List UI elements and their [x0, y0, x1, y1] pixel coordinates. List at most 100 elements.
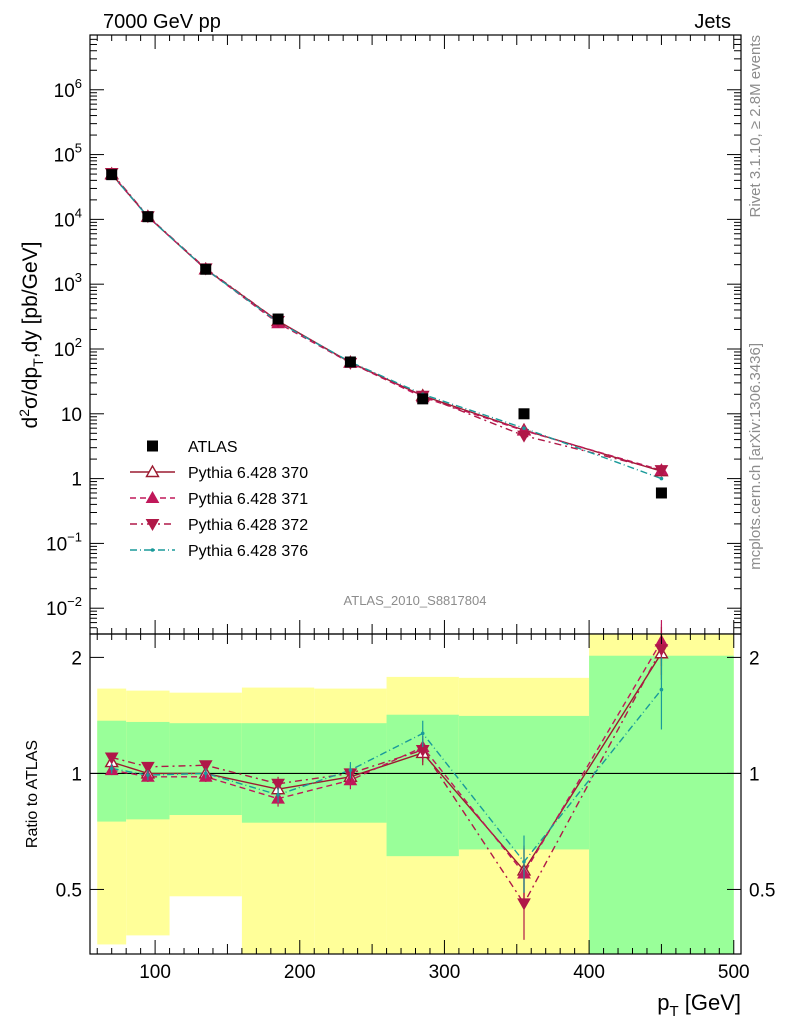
- ratio-panel: 0.5 0.5 1 1 2 2 100 200 300 400 500 Ratio to ATLAS…: [24, 620, 775, 1020]
- main-series-4-point: [659, 476, 664, 481]
- y-tick-exponent: 4: [75, 205, 82, 220]
- mcplots-label: mcplots.cern.ch [arXiv:1306.3436]: [747, 343, 764, 570]
- ylabel-sub: T: [30, 358, 46, 367]
- legend: ATLAS Pythia 6.428 370 Pythia 6.428 371 Pyt…: [130, 439, 308, 560]
- ratio-series-4-point: [659, 687, 664, 692]
- y-tick-base: 10: [61, 405, 82, 426]
- y-tick-exponent: 2: [75, 335, 82, 350]
- x-tick-label: 100: [139, 962, 171, 983]
- ratio-series-4-point: [522, 859, 526, 864]
- ratio-series-line-1: [111, 652, 663, 872]
- header-energy-label: 7000 GeV pp: [103, 11, 221, 33]
- legend-label-data: ATLAS: [188, 439, 238, 456]
- main-series-line-4: [111, 174, 662, 480]
- y-tick-base: 10: [46, 599, 67, 620]
- y-tick-label: 105: [54, 141, 82, 167]
- legend-label-4: Pythia 6.428 376: [188, 543, 308, 560]
- data-point: [417, 393, 429, 405]
- y-tick-base: 10: [54, 146, 75, 167]
- legend-label-2: Pythia 6.428 371: [188, 491, 308, 508]
- data-point: [655, 487, 667, 499]
- y-tick-exponent: 3: [75, 270, 82, 285]
- y-tick-base: 10: [54, 81, 75, 102]
- legend-label-3: Pythia 6.428 372: [188, 517, 308, 534]
- legend-marker-2: [145, 490, 160, 503]
- data-point: [200, 263, 212, 275]
- xlabel-sub: T: [669, 1003, 678, 1020]
- ratio-y-tick-label: 0.5: [56, 880, 82, 901]
- ratio-axes: 0.5 0.5 1 1 2 2 100 200 300 400 500: [56, 634, 775, 983]
- ratio-series-3-point: [271, 778, 285, 791]
- ratio-series-4-point: [109, 766, 114, 771]
- data-point: [272, 313, 284, 325]
- data-point: [344, 356, 356, 368]
- main-series-4-point: [522, 426, 526, 430]
- ylabel-tail: ,dy [pb/GeV]: [19, 242, 42, 359]
- ratio-y-tick-label: 1: [71, 764, 82, 785]
- data-point: [142, 211, 154, 223]
- ratio-y-tick-label-right: 2: [749, 648, 760, 669]
- ratio-ylabel: Ratio to ATLAS: [24, 740, 41, 848]
- y-tick-base: 10: [54, 340, 75, 361]
- main-marks-layer: [104, 166, 669, 499]
- ratio-series-3-point: [517, 898, 531, 911]
- y-tick-base: 10: [54, 210, 75, 231]
- legend-marker-data: [147, 440, 158, 452]
- main-series-3-point: [654, 465, 669, 478]
- y-tick-label: 103: [54, 270, 82, 296]
- ratio-series-3-point: [198, 760, 213, 773]
- y-tick-label: 102: [54, 335, 82, 361]
- ratio-series-3-point: [654, 644, 669, 657]
- ratio-y-tick-label-right: 0.5: [749, 880, 775, 901]
- ratio-series-4-point: [420, 731, 425, 736]
- xlabel: pT [GeV]: [657, 990, 741, 1020]
- legend-marker-4: [150, 548, 155, 552]
- y-tick-label: 106: [54, 76, 82, 102]
- x-tick-label: 200: [284, 962, 316, 983]
- y-tick-exponent: 5: [75, 141, 82, 156]
- ylabel-sup: 2: [16, 409, 32, 417]
- y-tick-exponent: 6: [75, 76, 82, 91]
- y-tick-exponent: −2: [67, 594, 82, 609]
- ylabel-d: d: [19, 417, 42, 429]
- ratio-series-line-4: [111, 689, 662, 863]
- ratio-series-line-3: [111, 648, 663, 905]
- y-tick-base: 10: [54, 275, 75, 296]
- ratio-series-4-point: [276, 793, 280, 797]
- uncertainty-band-inner: [458, 715, 590, 850]
- data-point: [106, 169, 118, 181]
- ratio-series-3-point: [141, 761, 155, 774]
- y-tick-label: 104: [54, 205, 82, 231]
- main-ylabel: d2σ/dpT,dy [pb/GeV]: [16, 242, 46, 429]
- y-tick-label: 10−1: [46, 529, 82, 555]
- ratio-series-4-point: [146, 773, 150, 777]
- main-series-line-3: [111, 172, 662, 471]
- y-tick-label: 10−2: [46, 594, 82, 620]
- main-series-line-2: [111, 174, 662, 471]
- x-tick-label: 400: [573, 962, 605, 983]
- x-tick-label: 500: [718, 962, 750, 983]
- analysis-label: ATLAS_2010_S8817804: [344, 593, 487, 608]
- ratio-series-4-point: [348, 768, 353, 772]
- ratio-marks-layer: [104, 620, 669, 940]
- ratio-y-tick-label-right: 1: [749, 764, 760, 785]
- legend-marker-1: [145, 464, 160, 478]
- data-point: [518, 408, 530, 420]
- x-tick-label: 300: [429, 962, 461, 983]
- y-tick-label: 10: [61, 405, 82, 426]
- ylabel-mid: σ/dp: [19, 367, 42, 409]
- xlabel-p: p: [657, 990, 669, 1015]
- main-series-line-1: [111, 173, 662, 472]
- ratio-series-4-point: [203, 771, 208, 776]
- rivet-label: Rivet 3.1.10, ≥ 2.8M events: [747, 35, 764, 218]
- y-tick-exponent: −1: [67, 529, 82, 544]
- y-tick-label: 1: [71, 470, 82, 491]
- y-tick-base: 10: [46, 534, 67, 555]
- main-series-3-point: [517, 430, 531, 443]
- legend-label-1: Pythia 6.428 370: [188, 465, 308, 482]
- legend-marker-3: [145, 519, 160, 532]
- ratio-y-tick-label: 2: [71, 648, 82, 669]
